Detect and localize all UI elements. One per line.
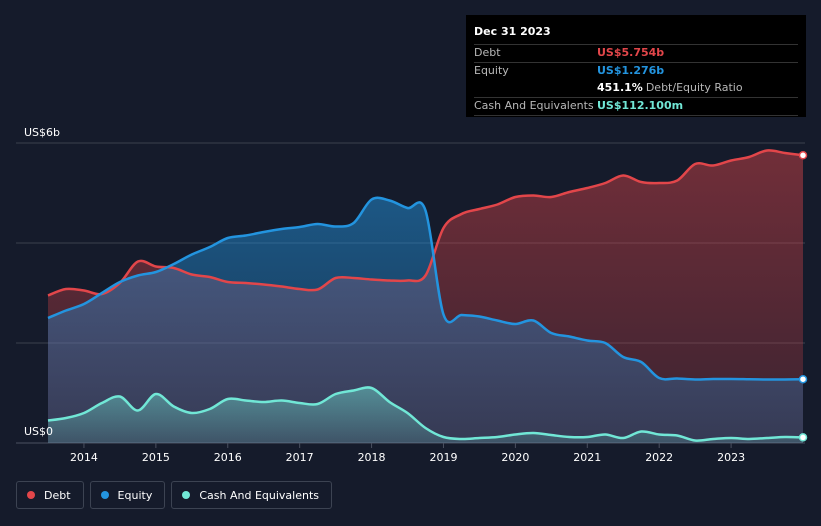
x-tick-label-2014: 2014 — [70, 451, 98, 464]
x-tick-label-2015: 2015 — [142, 451, 170, 464]
tooltip-ratio-row: 451.1% Debt/Equity Ratio — [474, 80, 798, 97]
x-axis-ticks: 2014 2015 2016 2017 2018 2019 2020 2021 2022 2023 — [70, 443, 745, 464]
end-markers — [798, 151, 808, 442]
legend-item-equity[interactable]: Equity — [89, 481, 166, 509]
cash-and-equivalents-line — [47, 386, 804, 442]
legend-equity-label: Equity — [117, 488, 153, 502]
x-tick-label-2019: 2019 — [429, 451, 457, 464]
x-tick-label-2017: 2017 — [286, 451, 314, 464]
legend-item-debt[interactable]: Debt — [16, 481, 84, 509]
data-tooltip: Dec 31 2023 Debt US$5.754b Equity US$1.2… — [466, 15, 806, 117]
debt-end-marker — [798, 151, 808, 160]
equity-end-marker — [798, 374, 808, 384]
tooltip-equity-row: Equity US$1.276b — [474, 62, 798, 80]
x-tick-label-2016: 2016 — [214, 451, 242, 464]
x-tick-label-2022: 2022 — [645, 451, 673, 464]
equity-dot-icon — [100, 491, 109, 499]
tooltip-debt-label: Debt — [474, 46, 501, 59]
debt-dot-icon — [27, 491, 35, 499]
x-tick-label-2020: 2020 — [501, 451, 529, 464]
legend-debt-label: Debt — [44, 488, 71, 502]
tooltip-equity-label: Equity — [474, 64, 509, 77]
tooltip-debt-value: US$5.754b — [597, 46, 665, 59]
x-tick-label-2018: 2018 — [358, 451, 386, 464]
cash-dot-icon — [182, 491, 191, 499]
equity-line — [47, 196, 804, 381]
tooltip-cash-label: Cash And Equivalents — [474, 99, 594, 112]
x-tick-label-2023: 2023 — [717, 451, 745, 464]
tooltip-cash-value: US$112.100m — [597, 99, 684, 112]
legend-cash-label: Cash And Equivalents — [199, 488, 319, 502]
tooltip-ratio-value: 451.1% — [597, 81, 643, 94]
equity-area — [48, 197, 803, 443]
legend-item-cash[interactable]: Cash And Equivalents — [171, 481, 332, 509]
tooltip-date: Dec 31 2023 — [474, 25, 551, 38]
cash-and-equivalents-area — [48, 387, 803, 443]
series-lines — [47, 149, 804, 442]
debt-line — [47, 149, 804, 297]
tooltip-debt-row: Debt US$5.754b — [474, 44, 798, 62]
y-axis-top-label: US$6b — [24, 126, 60, 139]
tooltip-cash-row: Cash And Equivalents US$112.100m — [474, 97, 798, 116]
x-tick-label-2021: 2021 — [573, 451, 601, 464]
tooltip-equity-value: US$1.276b — [597, 64, 665, 77]
area-fills — [48, 150, 803, 443]
y-axis-bottom-label: US$0 — [24, 425, 53, 438]
cash-and-equivalents-end-marker — [798, 433, 808, 442]
chart-legend: Debt Equity Cash And Equivalents — [16, 481, 332, 509]
tooltip-ratio-label: Debt/Equity Ratio — [645, 81, 743, 94]
